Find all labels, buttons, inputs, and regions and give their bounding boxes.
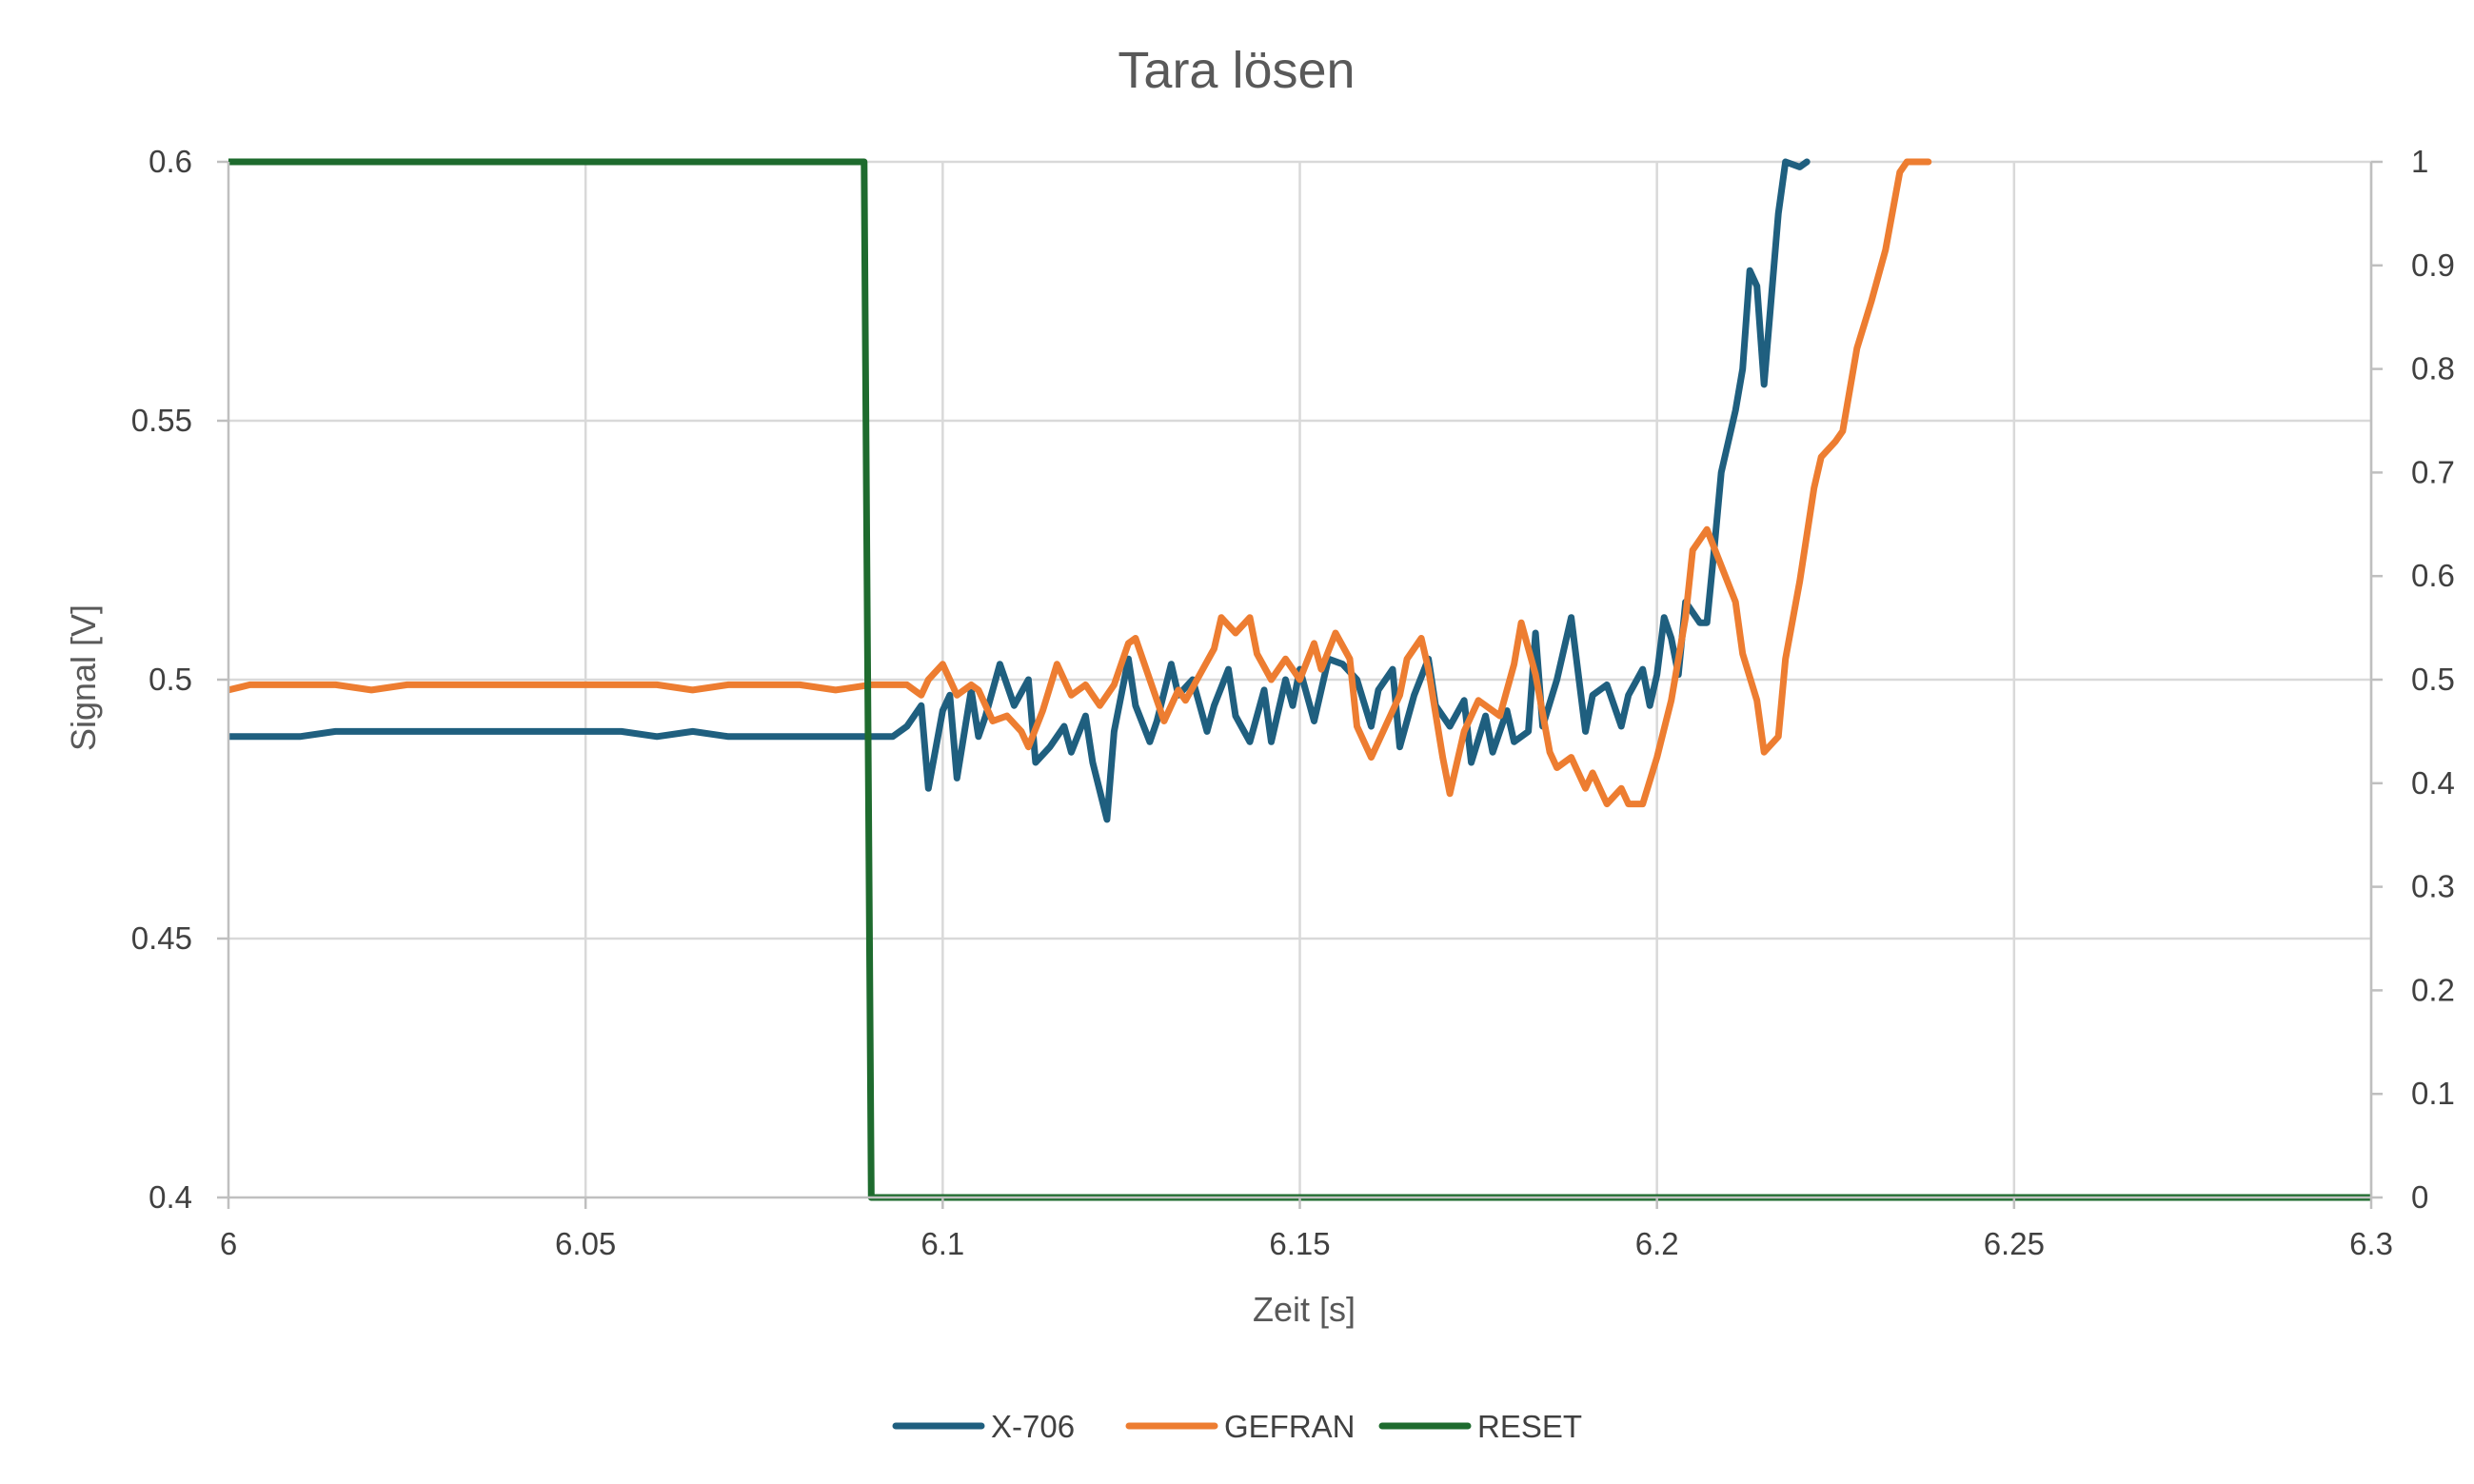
labels: Tara lösen Zeit [s] Signal [V]: [64, 42, 1356, 1329]
y2-tick-label: 0.8: [2411, 351, 2455, 386]
y-tick-label: 0.5: [148, 662, 192, 697]
y-tick-label: 0.6: [148, 144, 192, 179]
y2-tick-label: 0: [2411, 1179, 2428, 1215]
axes: 0.4 0.45 0.5 0.55 0.6 6 6.05 6.1 6.15 6.2 6.25 6.3 0…: [131, 144, 2455, 1261]
x-tick-label: 6.2: [1635, 1226, 1679, 1261]
legend-label-reset: RESET: [1477, 1409, 1582, 1444]
legend-label-gefran: GEFRAN: [1224, 1409, 1356, 1444]
series-line-gefran: [228, 158, 1932, 808]
y2-tick-label: 0.4: [2411, 765, 2455, 801]
y-tick-label: 0.4: [148, 1179, 192, 1215]
x-tick-label: 6.25: [1984, 1226, 2045, 1261]
x-tick-label: 6.3: [2349, 1226, 2393, 1261]
y2-tick-label: 0.6: [2411, 558, 2455, 593]
y2-tick-label: 0.3: [2411, 869, 2455, 904]
x-tick-label: 6.15: [1269, 1226, 1330, 1261]
y2-tick-label: 0.5: [2411, 662, 2455, 697]
series-line-x-706: [228, 158, 1811, 823]
legend-label-x-706: X-706: [991, 1409, 1075, 1444]
y2-tick-label: 1: [2411, 144, 2428, 179]
y2-tick-label: 0.9: [2411, 247, 2455, 283]
y2-tick-label: 0.7: [2411, 454, 2455, 489]
x-tick-label: 6.1: [920, 1226, 964, 1261]
x-tick-label: 6.05: [555, 1226, 616, 1261]
y-axis-label: Signal [V]: [64, 604, 103, 751]
y-tick-label: 0.55: [131, 403, 192, 438]
chart-title: Tara lösen: [1118, 42, 1355, 99]
y-tick-label: 0.45: [131, 920, 192, 956]
x-axis-label: Zeit [s]: [1253, 1290, 1356, 1329]
y2-tick-label: 0.2: [2411, 972, 2455, 1007]
y2-tick-label: 0.1: [2411, 1076, 2455, 1111]
x-tick-label: 6: [220, 1226, 237, 1261]
legend: X-706 GEFRAN RESET: [892, 1409, 1582, 1444]
